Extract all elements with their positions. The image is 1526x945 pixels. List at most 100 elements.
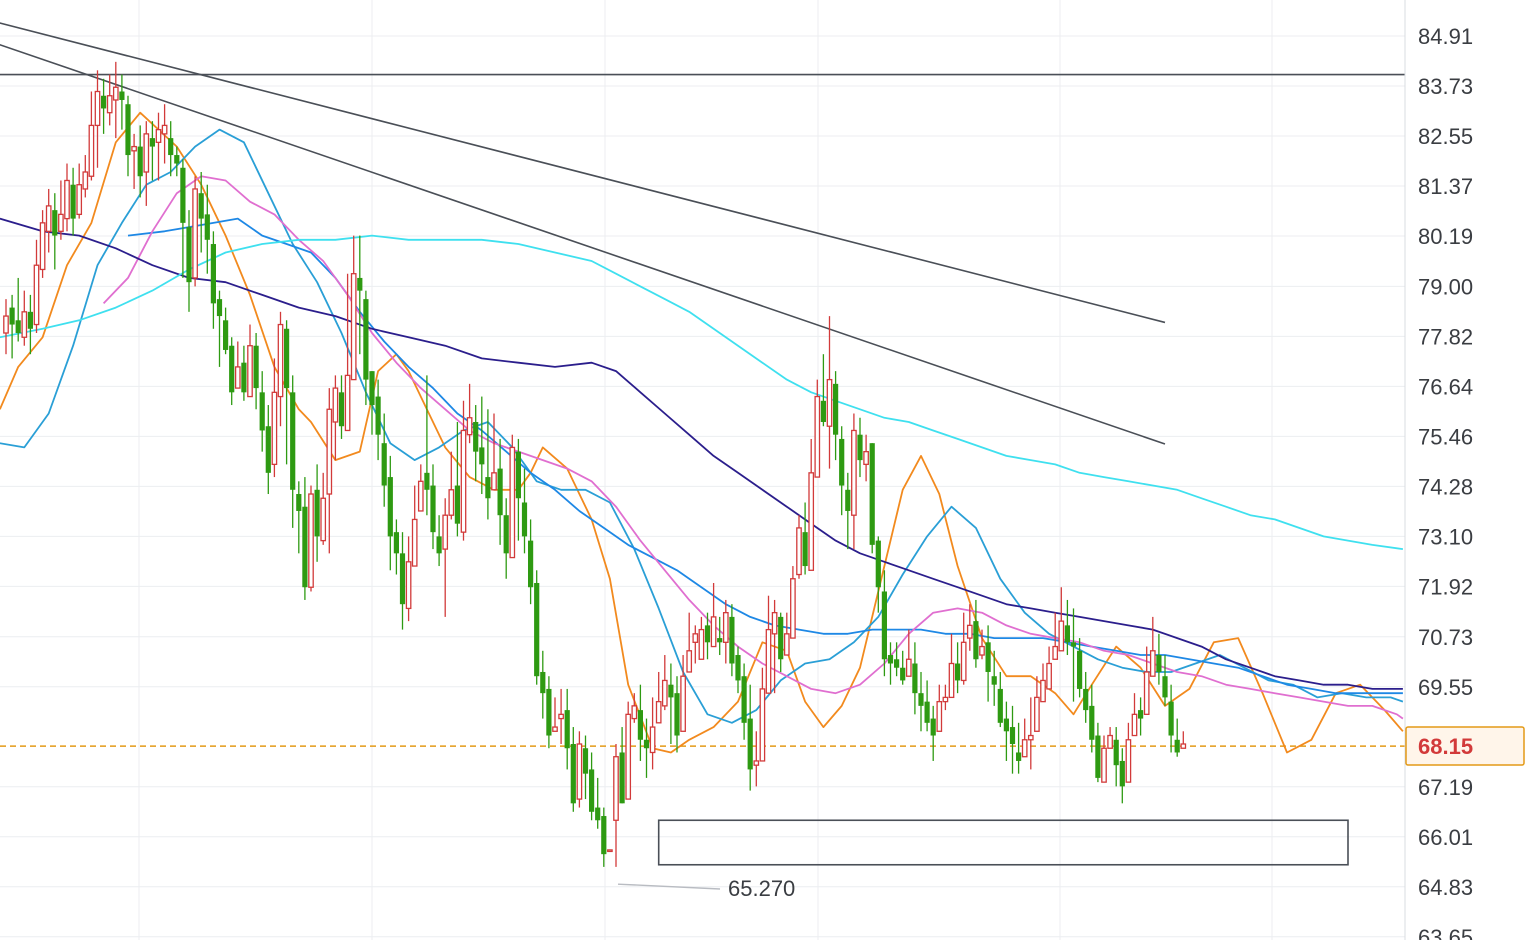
candle-body	[1077, 650, 1083, 689]
candle-down	[918, 671, 924, 732]
candle-body	[1027, 734, 1034, 741]
candle-down	[637, 684, 643, 761]
candle-up	[948, 633, 955, 699]
candle-body	[277, 323, 284, 398]
ma60-line	[0, 217, 1403, 690]
candle-body	[241, 362, 247, 393]
candle-down	[259, 371, 265, 452]
candle-up	[808, 438, 815, 571]
ma30-line	[102, 175, 1404, 720]
candle-body	[387, 477, 393, 537]
candle-down	[1156, 633, 1162, 685]
candle-body	[833, 383, 839, 435]
candle-body	[765, 628, 772, 694]
candle-down	[302, 477, 308, 600]
candle-up	[625, 701, 632, 800]
candle-up	[448, 451, 455, 520]
candle-up	[1101, 735, 1107, 783]
candle-down	[1083, 671, 1089, 723]
candle-up	[753, 731, 760, 787]
candle-body	[1052, 645, 1059, 660]
candle-body	[76, 184, 83, 216]
candle-down	[717, 616, 723, 656]
candle-body	[643, 739, 650, 749]
candle-down	[473, 405, 479, 482]
candle-down	[119, 74, 125, 130]
candle-down	[223, 307, 229, 355]
candle-up	[771, 599, 778, 694]
candle-up	[332, 375, 339, 461]
candle-body	[966, 624, 973, 639]
candle-down	[1077, 638, 1083, 698]
candle-body	[1143, 671, 1150, 715]
candle-up	[491, 413, 497, 491]
candle-down	[430, 464, 436, 550]
candle-body	[814, 395, 821, 478]
candle-down	[314, 464, 320, 562]
candle-down	[973, 599, 979, 668]
candle-down	[985, 625, 991, 702]
candle-down	[424, 375, 430, 516]
candle-body	[52, 210, 58, 236]
candle-body	[570, 744, 576, 804]
candle-down	[253, 333, 259, 410]
candle-body	[192, 188, 198, 279]
candle-body	[174, 155, 180, 164]
candle-down	[839, 426, 845, 516]
candle-body	[3, 315, 9, 334]
candle-up	[106, 74, 113, 126]
candle-down	[284, 320, 290, 465]
candle-body	[869, 443, 875, 545]
candle-body	[204, 214, 210, 240]
candle-body	[1156, 655, 1162, 672]
candle-up	[344, 273, 351, 432]
candle-body	[357, 277, 363, 291]
candle-down	[216, 290, 223, 367]
candle-down	[485, 409, 491, 520]
candle-body	[424, 472, 430, 490]
candle-body	[155, 128, 162, 143]
candle-body	[973, 621, 979, 660]
candle-body	[21, 311, 28, 338]
price-tick-label: 73.10	[1418, 524, 1473, 549]
candle-up	[21, 290, 28, 346]
candle-down	[1162, 655, 1168, 706]
candle-down	[900, 650, 906, 685]
candle-up	[790, 566, 796, 639]
candle-body	[912, 663, 918, 694]
candle-body	[149, 138, 155, 147]
candle-down	[833, 371, 839, 461]
candle-up	[112, 61, 119, 139]
candle-down	[515, 438, 521, 541]
candle-body	[442, 514, 449, 550]
candle-body	[887, 655, 894, 664]
candle-down	[52, 193, 58, 270]
candle-down	[845, 472, 851, 550]
candle-body	[546, 688, 552, 736]
candle-body	[863, 450, 869, 466]
candle-up	[308, 485, 314, 592]
candle-body	[839, 438, 845, 486]
candle-body	[552, 726, 558, 732]
candle-down	[820, 354, 826, 427]
price-tick-label: 71.92	[1418, 574, 1473, 599]
candle-body	[521, 502, 528, 537]
candle-down	[241, 345, 247, 401]
candle-body	[704, 625, 711, 643]
candle-down	[991, 650, 997, 706]
candle-up	[1027, 697, 1034, 770]
candle-down	[619, 727, 625, 804]
candle-up	[936, 684, 943, 732]
candle-body	[894, 659, 900, 668]
candle-body	[1089, 705, 1095, 740]
candle-down	[436, 515, 442, 567]
candle-down	[180, 159, 186, 278]
current-price-label: 68.15	[1418, 734, 1473, 759]
candle-body	[326, 408, 333, 495]
candle-down	[1064, 599, 1070, 656]
candle-down	[290, 375, 296, 528]
candle-down	[265, 405, 271, 495]
candle-body	[101, 95, 107, 109]
